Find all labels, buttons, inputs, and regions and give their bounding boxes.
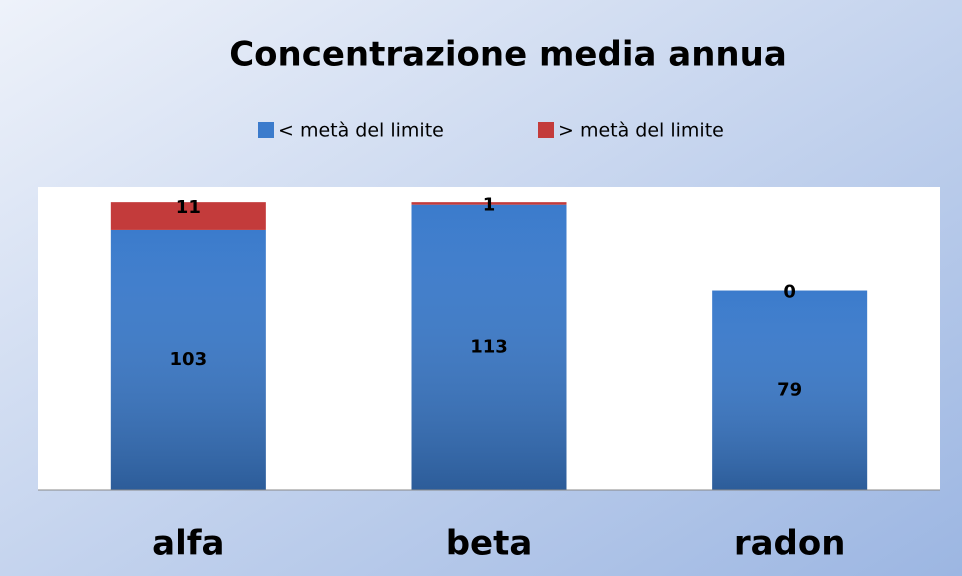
bar-segment: [110, 202, 266, 230]
legend-label: > metà del limite: [558, 120, 724, 142]
chart-title: Concentrazione media annua: [229, 35, 787, 75]
x-tick-label: beta: [446, 524, 533, 564]
bar-shade: [712, 290, 868, 490]
x-tick-label: radon: [734, 524, 846, 564]
data-label: 113: [470, 336, 508, 357]
data-label: 1: [483, 194, 496, 215]
legend-swatch: [258, 122, 274, 138]
data-label: 103: [170, 349, 208, 370]
x-tick-label: alfa: [152, 524, 224, 564]
data-label: 79: [777, 379, 802, 400]
data-label: 11: [176, 197, 201, 218]
bar-shade: [110, 229, 266, 491]
bar-shade: [411, 204, 567, 491]
data-label: 0: [783, 282, 796, 303]
bar-segment: [411, 202, 567, 205]
legend-swatch: [538, 122, 554, 138]
legend-label: < metà del limite: [278, 120, 444, 142]
